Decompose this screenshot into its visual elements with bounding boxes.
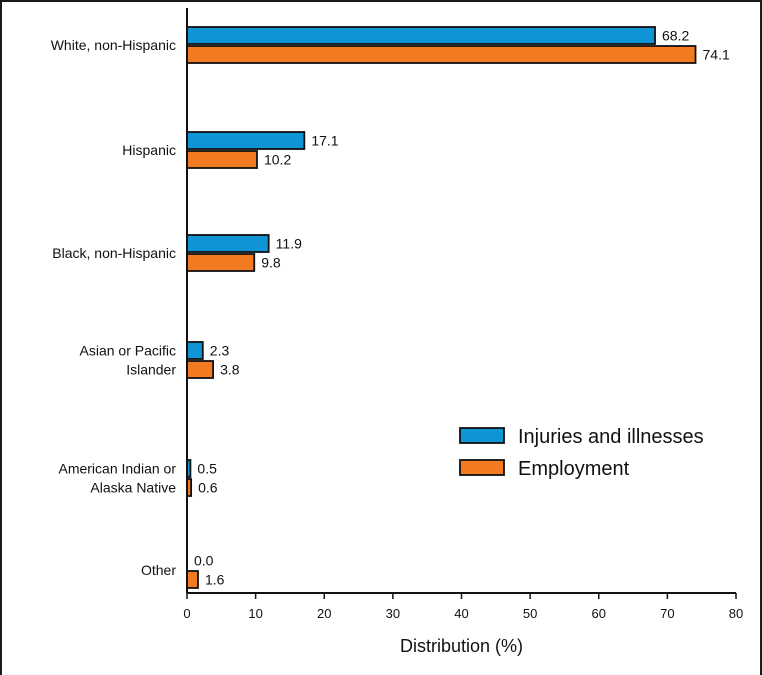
x-tick-label: 70 xyxy=(660,606,674,621)
legend-label: Employment xyxy=(518,458,630,480)
category-label: White, non-Hispanic xyxy=(51,37,176,53)
x-tick-label: 0 xyxy=(183,606,190,621)
data-label: 9.8 xyxy=(261,255,281,271)
category-label: Other xyxy=(141,562,176,578)
data-label: 2.3 xyxy=(210,343,230,359)
category-label: American Indian or xyxy=(58,461,176,477)
x-tick-label: 60 xyxy=(592,606,606,621)
data-label: 0.5 xyxy=(197,461,217,477)
data-label: 1.6 xyxy=(205,572,225,588)
bar xyxy=(186,45,697,64)
x-tick-label: 40 xyxy=(454,606,468,621)
bar xyxy=(186,26,656,45)
bar xyxy=(186,131,306,150)
data-label: 0.0 xyxy=(194,553,214,569)
legend-swatch xyxy=(459,427,505,444)
legend-label: Injuries and illnesses xyxy=(518,426,704,448)
value-labels-layer: 68.2 74.1 17.1 10.2 11.9 9.8 2.3 3.8 0.5 0.6 0.0 1.… xyxy=(194,28,730,588)
x-tick-label: 10 xyxy=(248,606,262,621)
data-label: 3.8 xyxy=(220,362,240,378)
bar xyxy=(186,150,258,169)
legend: Injuries and illnesses Employment xyxy=(459,426,704,480)
data-label: 11.9 xyxy=(276,236,302,252)
bar xyxy=(186,570,199,589)
data-label: 0.6 xyxy=(198,480,218,496)
x-tick-label: 30 xyxy=(386,606,400,621)
data-label: 68.2 xyxy=(662,28,689,44)
bars-layer xyxy=(186,26,697,589)
bar xyxy=(186,341,204,360)
data-label: 17.1 xyxy=(311,133,338,149)
bar xyxy=(186,360,214,379)
x-tick-label: 50 xyxy=(523,606,537,621)
category-label: Islander xyxy=(126,362,176,378)
bar xyxy=(186,253,256,272)
x-tick-label: 80 xyxy=(729,606,743,621)
category-label: Asian or Pacific xyxy=(80,343,176,359)
x-tick-label: 20 xyxy=(317,606,331,621)
category-labels-layer: White, non-Hispanic Hispanic Black, non-Hi… xyxy=(51,37,177,578)
x-axis-title: Distribution (%) xyxy=(400,636,523,656)
category-label: Hispanic xyxy=(122,142,176,158)
data-label: 74.1 xyxy=(703,47,730,63)
data-label: 10.2 xyxy=(264,152,291,168)
bar xyxy=(186,234,270,253)
category-label: Alaska Native xyxy=(90,480,176,496)
x-axis-ticks: 0 10 20 30 40 50 60 70 80 xyxy=(183,593,743,621)
category-label: Black, non-Hispanic xyxy=(52,245,176,261)
legend-swatch xyxy=(459,459,505,476)
